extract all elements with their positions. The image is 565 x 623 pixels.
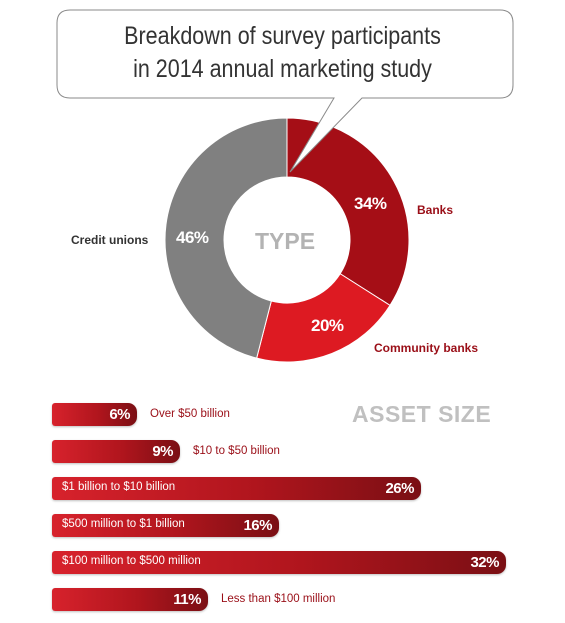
- bar-category-label: Over $50 billion: [150, 408, 230, 420]
- asset-size-title: ASSET SIZE: [352, 401, 492, 427]
- slice-value-credit-unions: 46%: [176, 228, 209, 247]
- slice-credit-unions: [164, 117, 288, 359]
- bar-value-label: 16%: [243, 517, 272, 534]
- bar-1: 6%: [52, 403, 137, 426]
- slice-label-credit-unions: Credit unions: [71, 233, 149, 247]
- donut-chart: [164, 117, 410, 363]
- callout-bubble: [56, 9, 514, 173]
- bar-value-label: 32%: [470, 554, 499, 571]
- bar-value-label: 6%: [109, 406, 130, 423]
- bar-3: 26% $1 billion to $10 billion: [52, 477, 421, 500]
- bar-6: 11%: [52, 588, 208, 611]
- bar-value-label: 9%: [152, 443, 173, 460]
- slice-community-banks: [256, 273, 391, 363]
- slice-label-banks: Banks: [417, 203, 454, 217]
- slice-label-community-banks: Community banks: [374, 341, 479, 355]
- bar-5: 32% $100 million to $500 million: [52, 551, 506, 574]
- bar-category-label: $10 to $50 billion: [193, 445, 280, 457]
- title-line-2: in 2014 annual marketing study: [133, 55, 432, 83]
- bar-2: 9%: [52, 440, 180, 463]
- slice-banks: [286, 117, 410, 307]
- bar-category-label: Less than $100 million: [221, 593, 336, 605]
- bar-value-label: 11%: [173, 591, 201, 608]
- chart-title: Breakdown of survey participants in 2014…: [91, 20, 474, 86]
- bar-category-label: $500 million to $1 billion: [62, 518, 185, 530]
- bar-4: 16% $500 million to $1 billion: [52, 514, 279, 537]
- bar-category-label: $1 billion to $10 billion: [62, 481, 176, 493]
- title-line-1: Breakdown of survey participants: [124, 22, 441, 50]
- donut-center-label: TYPE: [255, 228, 316, 254]
- slice-value-community-banks: 20%: [311, 316, 344, 335]
- slice-value-banks: 34%: [354, 194, 387, 213]
- bar-value-label: 26%: [385, 480, 414, 497]
- bar-category-label: $100 million to $500 million: [62, 555, 201, 567]
